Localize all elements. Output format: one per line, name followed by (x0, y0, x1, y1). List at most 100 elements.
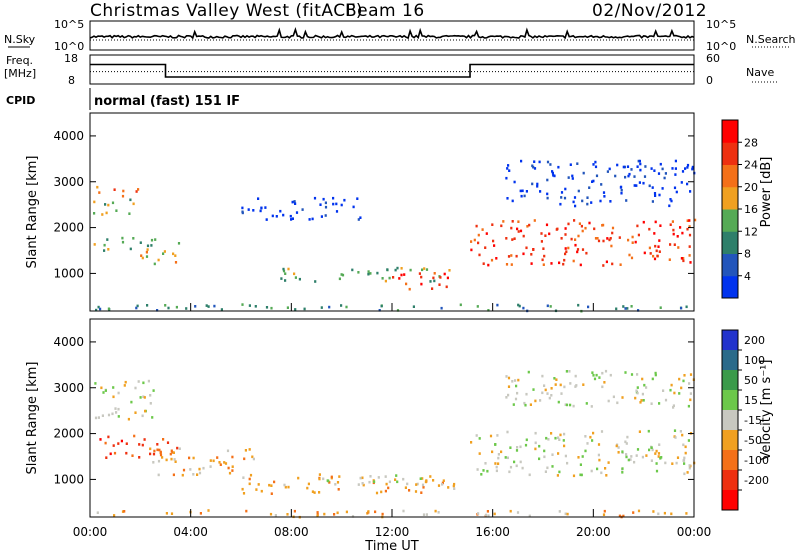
scatter-cell (579, 463, 582, 466)
scatter-cell (513, 460, 516, 464)
noise-right-tick-top: 10^5 (706, 18, 736, 31)
scatter-cell (571, 177, 574, 180)
power-y-axis: 4000 3000 2000 1000 (53, 129, 694, 280)
scatter-cell (422, 513, 426, 516)
scatter-cell (670, 383, 673, 387)
scatter-cell (563, 444, 566, 448)
scatter-cell (351, 515, 355, 518)
scatter-cell (487, 263, 490, 267)
scatter-cell (547, 438, 550, 441)
scatter-cell (280, 277, 283, 280)
velocity-panel-frame (89, 318, 695, 518)
colorbar-tick-label: -15 (744, 414, 762, 427)
scatter-cell (105, 211, 108, 215)
scatter-cell (111, 201, 115, 205)
scatter-cell (674, 167, 677, 170)
scatter-cell (560, 191, 564, 194)
scatter-cell (651, 186, 654, 189)
freq-unit-label: [MHz] (4, 67, 36, 80)
scatter-cell (387, 486, 390, 490)
scatter-cell (567, 222, 570, 226)
scatter-cell (395, 474, 398, 477)
scatter-cell (420, 275, 423, 279)
date-label: 02/Nov/2012 (592, 1, 707, 21)
scatter-cell (541, 258, 544, 262)
scatter-cell (97, 416, 100, 419)
nave-label: Nave (746, 66, 774, 79)
scatter-cell (685, 512, 688, 515)
scatter-cell (254, 305, 257, 308)
scatter-cell (560, 237, 563, 240)
scatter-cell (113, 188, 116, 191)
scatter-cell (361, 482, 364, 485)
scatter-cell (678, 392, 681, 395)
scatter-cell (512, 403, 515, 406)
scatter-cell (157, 459, 161, 463)
scatter-cell (313, 196, 317, 200)
scatter-cell (127, 417, 130, 421)
scatter-cell (432, 276, 435, 280)
scatter-cell (137, 188, 140, 191)
scatter-cell (642, 399, 645, 402)
scatter-cell (97, 305, 100, 309)
scatter-cell (510, 226, 513, 230)
scatter-cell (484, 462, 487, 465)
scatter-cell (669, 243, 672, 246)
scatter-cell (609, 237, 612, 240)
colorbar-segment (722, 164, 738, 188)
scatter-cell (356, 197, 359, 200)
scatter-cell (367, 270, 370, 273)
scatter-cell (295, 211, 299, 214)
scatter-cell (135, 190, 138, 193)
scatter-cell (546, 392, 549, 395)
scatter-cell (630, 256, 634, 260)
scatter-cell (557, 436, 560, 439)
scatter-cell (524, 443, 528, 447)
freq-panel-frame (89, 54, 695, 85)
scatter-cell (602, 264, 605, 267)
scatter-cell (152, 389, 155, 392)
scatter-cell (590, 469, 593, 473)
scatter-cell (415, 483, 418, 486)
scatter-cell (505, 237, 508, 240)
scatter-cell (660, 456, 663, 459)
scatter-cell (616, 401, 619, 405)
colorbar-segment (722, 231, 738, 254)
scatter-cell (528, 473, 531, 477)
scatter-cell (550, 262, 553, 265)
scatter-cell (680, 306, 683, 310)
scatter-cell (564, 233, 567, 236)
scatter-cell (533, 167, 537, 170)
scatter-cell (594, 165, 598, 169)
scatter-cell (209, 465, 212, 468)
scatter-cell (333, 513, 336, 516)
scatter-cell (286, 513, 289, 516)
scatter-cell (631, 235, 634, 239)
scatter-cell (608, 167, 611, 171)
scatter-cell (546, 192, 549, 196)
scatter-cell (652, 254, 655, 258)
scatter-cell (307, 482, 310, 486)
scatter-cell (591, 439, 594, 442)
colorbar-tick-label: 24 (744, 159, 758, 172)
scatter-cell (685, 305, 688, 309)
scatter-cell (658, 193, 661, 197)
noise-sky-trace (89, 27, 695, 40)
noise-left-tick-bottom: 10^0 (54, 40, 84, 53)
scatter-cell (491, 450, 494, 454)
scatter-cell (586, 202, 589, 206)
scatter-cell (687, 404, 690, 408)
scatter-cell (361, 476, 364, 480)
scatter-cell (311, 217, 314, 221)
scatter-cell (159, 453, 163, 457)
scatter-cell (519, 229, 523, 233)
scatter-cell (273, 480, 276, 484)
scatter-cell (565, 370, 568, 373)
scatter-cell (265, 306, 269, 309)
scatter-cell (640, 399, 643, 402)
scatter-cell (599, 199, 602, 203)
scatter-cell (231, 469, 234, 472)
scatter-cell (173, 458, 176, 461)
scatter-cell (596, 467, 599, 471)
scatter-cell (630, 373, 634, 376)
